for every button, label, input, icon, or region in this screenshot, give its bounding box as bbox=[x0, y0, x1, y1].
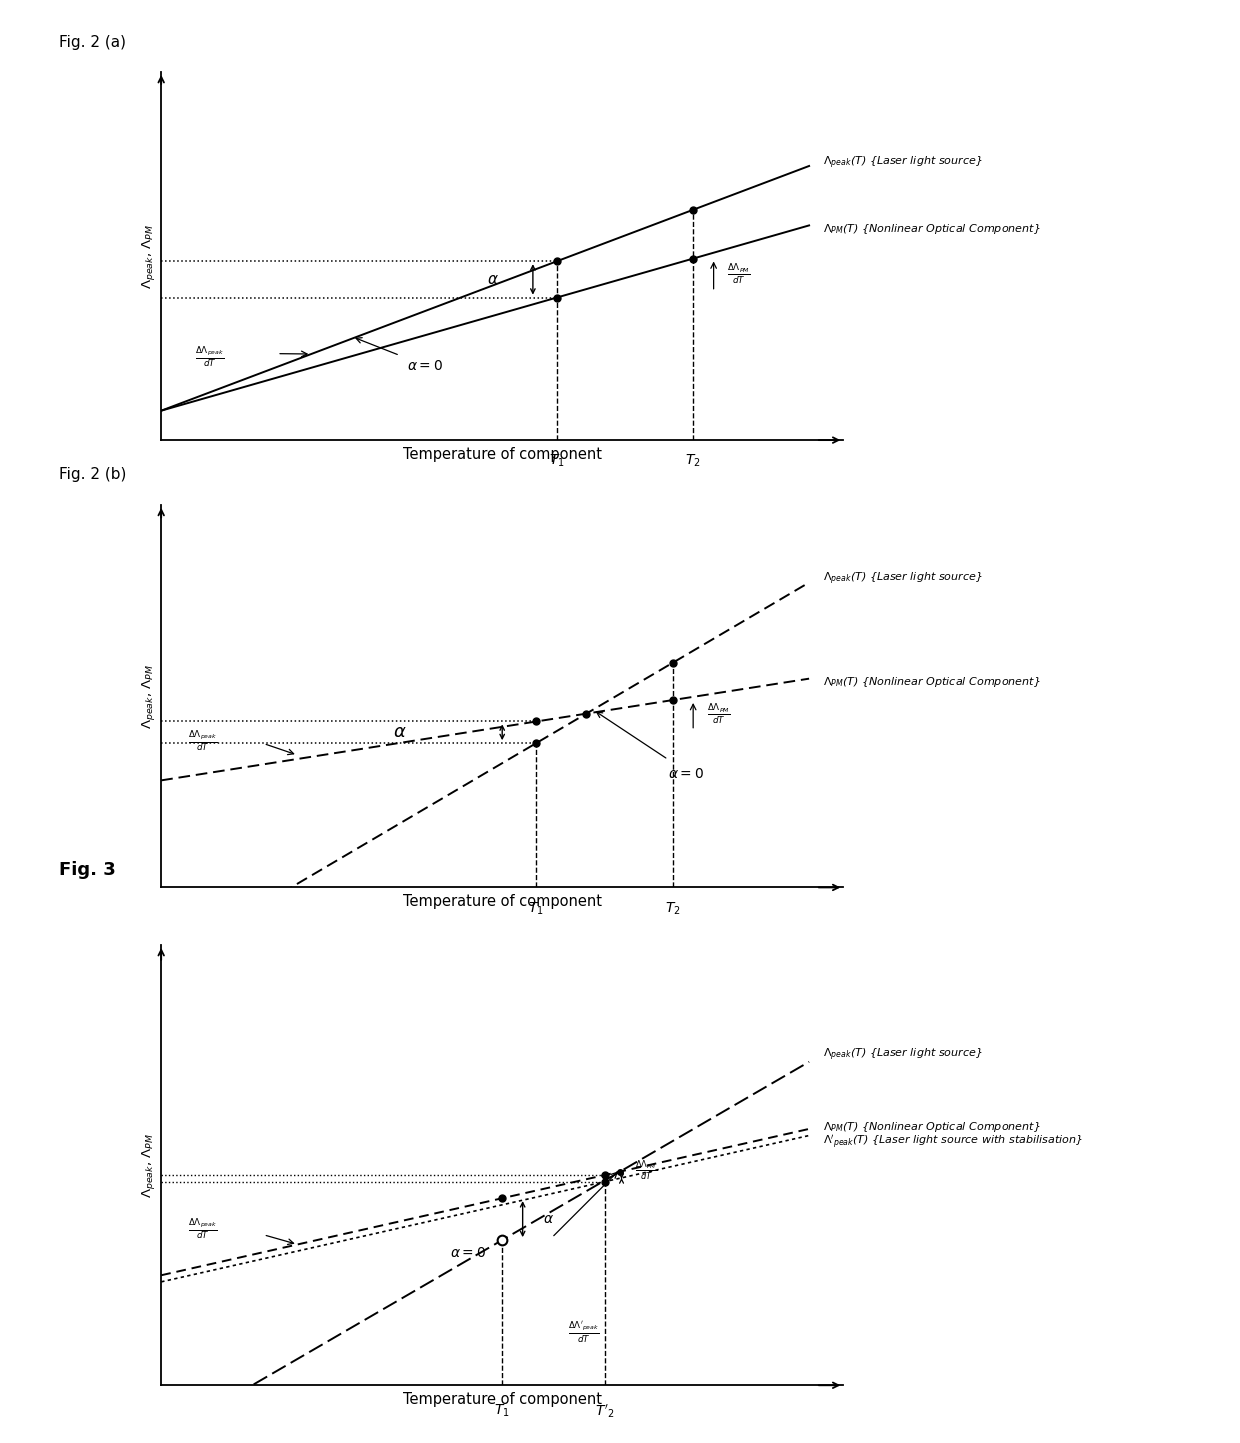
Text: $T_1$: $T_1$ bbox=[549, 453, 564, 469]
Text: Fig. 3: Fig. 3 bbox=[60, 861, 115, 879]
Text: $\Lambda_{peak}$(T) {Laser light source}: $\Lambda_{peak}$(T) {Laser light source} bbox=[823, 1048, 982, 1063]
Text: $\Lambda'_{peak}$(T) {Laser light source with stabilisation}: $\Lambda'_{peak}$(T) {Laser light source… bbox=[823, 1133, 1083, 1152]
Text: $\alpha = 0$: $\alpha = 0$ bbox=[449, 1247, 486, 1260]
Text: $\frac{\Delta\Lambda'_{peak}}{dT}$: $\frac{\Delta\Lambda'_{peak}}{dT}$ bbox=[568, 1320, 600, 1345]
Text: $\Lambda_{peak}$(T) {Laser light source}: $\Lambda_{peak}$(T) {Laser light source} bbox=[823, 570, 982, 587]
Text: Fig. 2 (a): Fig. 2 (a) bbox=[60, 35, 126, 51]
Text: $T_2$: $T_2$ bbox=[686, 453, 701, 469]
Y-axis label: Λ$_{peak}$, Λ$_{PM}$: Λ$_{peak}$, Λ$_{PM}$ bbox=[140, 1133, 157, 1198]
Text: $T_2$: $T_2$ bbox=[665, 900, 681, 918]
X-axis label: Temperature of component: Temperature of component bbox=[403, 447, 601, 462]
Text: $\frac{\Delta\Lambda_{PM}}{dT}$: $\frac{\Delta\Lambda_{PM}}{dT}$ bbox=[635, 1157, 657, 1182]
Text: $\frac{\Delta\Lambda_{peak}}{dT}$: $\frac{\Delta\Lambda_{peak}}{dT}$ bbox=[188, 729, 218, 755]
Text: $\alpha = 0$: $\alpha = 0$ bbox=[668, 768, 704, 781]
Text: $\Lambda_{PM}$(T) {Nonlinear Optical Component}: $\Lambda_{PM}$(T) {Nonlinear Optical Com… bbox=[823, 675, 1040, 690]
Text: $T_1$: $T_1$ bbox=[528, 900, 544, 918]
Text: $\frac{\Delta\Lambda_{PM}}{dT}$: $\frac{\Delta\Lambda_{PM}}{dT}$ bbox=[707, 703, 730, 727]
X-axis label: Temperature of component: Temperature of component bbox=[403, 895, 601, 909]
Text: $\alpha = 0$: $\alpha = 0$ bbox=[407, 359, 443, 374]
Text: $\alpha$: $\alpha$ bbox=[393, 723, 407, 742]
Text: $\alpha$: $\alpha$ bbox=[487, 271, 498, 287]
Y-axis label: Λ$_{peak}$, Λ$_{PM}$: Λ$_{peak}$, Λ$_{PM}$ bbox=[140, 224, 157, 289]
Text: $\Lambda_{PM}$(T) {Nonlinear Optical Component}: $\Lambda_{PM}$(T) {Nonlinear Optical Com… bbox=[823, 1120, 1040, 1134]
Text: $\frac{\Delta\Lambda_{peak}}{dT}$: $\frac{\Delta\Lambda_{peak}}{dT}$ bbox=[196, 345, 224, 371]
Text: $\Lambda_{PM}$(T) {Nonlinear Optical Component}: $\Lambda_{PM}$(T) {Nonlinear Optical Com… bbox=[823, 222, 1040, 237]
Text: $\frac{\Delta\Lambda_{peak}}{dT}$: $\frac{\Delta\Lambda_{peak}}{dT}$ bbox=[188, 1216, 218, 1242]
X-axis label: Temperature of component: Temperature of component bbox=[403, 1392, 601, 1407]
Text: Fig. 2 (b): Fig. 2 (b) bbox=[60, 468, 126, 482]
Text: $\alpha$: $\alpha$ bbox=[543, 1212, 554, 1227]
Y-axis label: Λ$_{peak}$, Λ$_{PM}$: Λ$_{peak}$, Λ$_{PM}$ bbox=[140, 664, 157, 729]
Text: $\frac{\Delta\Lambda_{PM}}{dT}$: $\frac{\Delta\Lambda_{PM}}{dT}$ bbox=[727, 263, 750, 287]
Text: $T_1$: $T_1$ bbox=[495, 1403, 510, 1420]
Text: $\Lambda_{peak}$(T) {Laser light source}: $\Lambda_{peak}$(T) {Laser light source} bbox=[823, 154, 982, 170]
Text: $T'_2$: $T'_2$ bbox=[594, 1403, 615, 1420]
